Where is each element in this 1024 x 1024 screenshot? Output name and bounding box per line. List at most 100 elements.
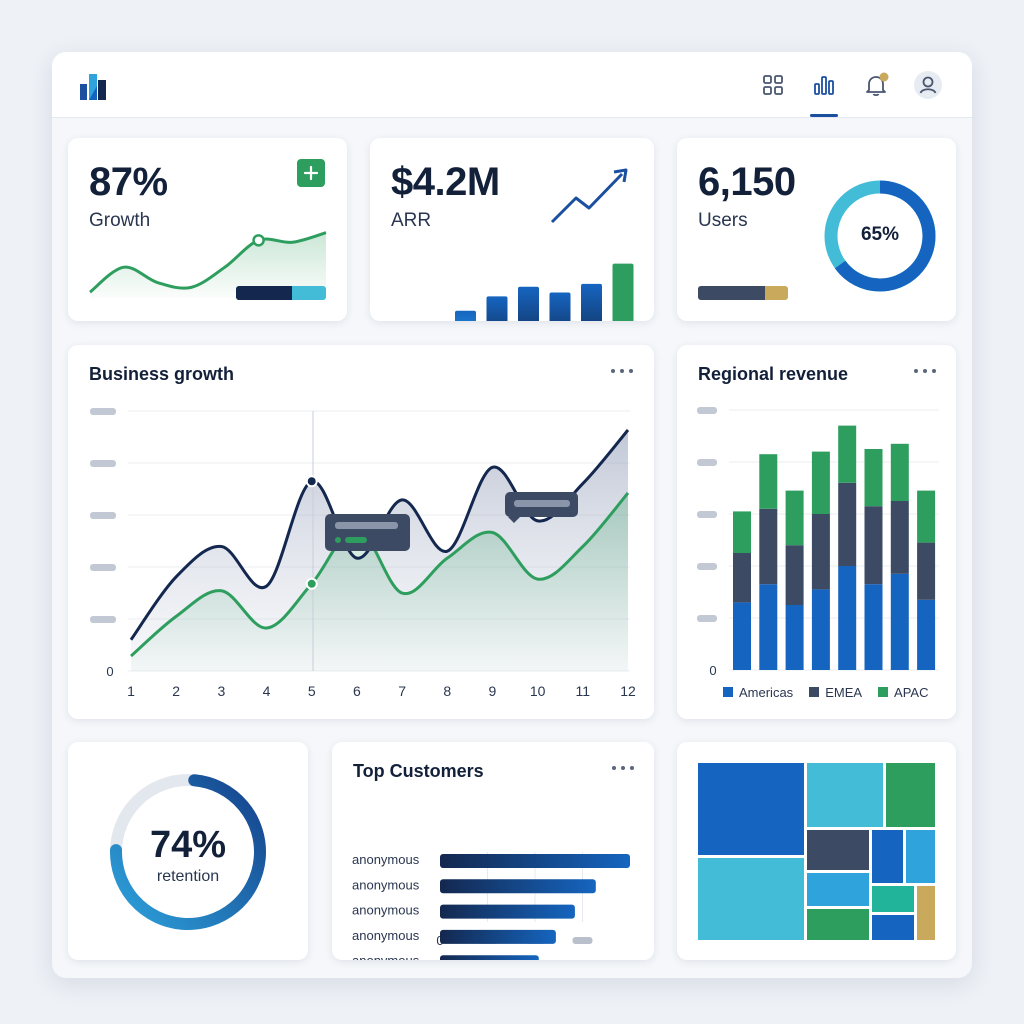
growth-point-marker bbox=[252, 234, 265, 247]
top-bar bbox=[52, 52, 972, 118]
bar-segment-apac bbox=[838, 425, 857, 483]
customer-bar bbox=[440, 879, 596, 894]
arr-bar bbox=[549, 292, 571, 321]
top-customers-title: Top Customers bbox=[353, 761, 484, 781]
growth-progress-fill bbox=[236, 286, 292, 300]
customer-bar bbox=[440, 854, 630, 868]
bar-segment-americas bbox=[785, 605, 804, 670]
more-horizontal-icon[interactable] bbox=[609, 361, 635, 379]
bar-segment-emea bbox=[864, 506, 883, 585]
arr-bar bbox=[486, 296, 508, 321]
x-tick-label-placeholder bbox=[572, 937, 593, 944]
plus-icon[interactable] bbox=[297, 159, 325, 187]
treemap-card bbox=[677, 742, 956, 960]
y-tick-label-placeholder bbox=[697, 563, 717, 570]
legend-swatch-americas bbox=[723, 687, 733, 697]
bar-segment-apac bbox=[811, 451, 830, 514]
x-tick-label: 3 bbox=[217, 683, 225, 699]
bar-segment-apac bbox=[890, 443, 909, 501]
growth-kpi-card: 87% Growth bbox=[68, 138, 347, 321]
treemap-tile bbox=[807, 873, 869, 906]
users-donut-value: 65% bbox=[860, 224, 900, 245]
y-tick-label: 0 bbox=[709, 663, 716, 678]
customer-label: anonymous bbox=[352, 877, 420, 892]
bar-segment-apac bbox=[864, 449, 883, 507]
x-tick-label: 8 bbox=[443, 683, 451, 699]
arr-bar bbox=[581, 283, 602, 321]
bell-icon[interactable] bbox=[861, 70, 891, 100]
bar-segment-emea bbox=[733, 553, 751, 603]
x-tick-label: 11 bbox=[576, 683, 591, 699]
arr-bar bbox=[612, 263, 634, 321]
y-tick-label-placeholder bbox=[90, 564, 116, 571]
x-tick-label: 10 bbox=[530, 683, 546, 699]
customer-bar bbox=[440, 955, 539, 960]
treemap-tile bbox=[872, 886, 914, 912]
users-label: Users bbox=[698, 210, 748, 231]
bar-segment-americas bbox=[811, 589, 830, 670]
regional-revenue-card: Regional revenue 0 Americas EMEA APAC bbox=[677, 345, 956, 719]
retention-label: retention bbox=[156, 868, 220, 885]
y-tick-label-placeholder bbox=[697, 511, 717, 518]
user-icon[interactable] bbox=[913, 70, 943, 100]
arr-bar bbox=[455, 310, 476, 321]
users-kpi-card: 6,150 Users 65% bbox=[677, 138, 956, 321]
growth-label: Growth bbox=[89, 210, 151, 231]
more-horizontal-icon[interactable] bbox=[610, 758, 636, 776]
dashboard-window: 87% Growth $4.2M ARR bbox=[52, 52, 972, 978]
retention-gauge bbox=[110, 774, 266, 930]
business-growth-title: Business growth bbox=[89, 364, 235, 384]
growth-sparkline bbox=[89, 231, 327, 298]
retention-value: 74% bbox=[149, 824, 227, 866]
retention-card: 74% retention bbox=[68, 742, 308, 960]
treemap-chart bbox=[698, 763, 935, 940]
hover-point-navy bbox=[305, 475, 318, 488]
x-tick-label: 1 bbox=[127, 683, 135, 699]
trend-up-arrow-icon bbox=[550, 168, 628, 224]
bar-chart-icon[interactable] bbox=[809, 70, 839, 100]
hover-point-green bbox=[305, 577, 318, 590]
treemap-tile bbox=[807, 909, 869, 940]
y-tick-label-placeholder bbox=[90, 616, 116, 623]
arr-bar-chart bbox=[455, 168, 634, 321]
tooltip-month-5 bbox=[325, 514, 410, 551]
grid-icon[interactable] bbox=[758, 70, 788, 100]
more-horizontal-icon[interactable] bbox=[912, 361, 938, 379]
bar-segment-apac bbox=[785, 490, 804, 546]
treemap-tile bbox=[917, 886, 935, 940]
retention-arc bbox=[110, 774, 266, 930]
bar-segment-emea bbox=[759, 508, 778, 585]
treemap-tile bbox=[698, 858, 804, 940]
treemap-tile bbox=[807, 763, 883, 827]
customer-label: anonymous bbox=[352, 953, 420, 960]
users-donut bbox=[824, 180, 936, 292]
app-logo-icon[interactable] bbox=[78, 70, 110, 102]
bar-segment-americas bbox=[890, 573, 909, 670]
business-growth-chart: 0 1 2 3 4 5 6 7 8 9 10 11 12 bbox=[90, 408, 636, 699]
treemap-tile bbox=[906, 830, 935, 883]
bar-segment-emea bbox=[785, 545, 804, 605]
arr-value: $4.2M bbox=[391, 160, 500, 204]
growth-area bbox=[90, 232, 326, 298]
arr-kpi-card: $4.2M ARR bbox=[370, 138, 654, 321]
business-growth-card: Business growth 0 bbox=[68, 345, 654, 719]
arr-label: ARR bbox=[391, 210, 432, 231]
bar-segment-apac bbox=[759, 454, 778, 509]
growth-line bbox=[89, 231, 327, 294]
tooltip-month-9 bbox=[505, 492, 578, 523]
customer-label: anonymous bbox=[352, 928, 420, 943]
x-tick-label: 9 bbox=[489, 683, 497, 699]
bar-segment-americas bbox=[864, 584, 883, 670]
notification-badge bbox=[879, 72, 889, 82]
bar-segment-emea bbox=[917, 542, 936, 600]
bar-segment-americas bbox=[838, 566, 857, 670]
arr-bar bbox=[518, 286, 539, 321]
x-tick-label: 6 bbox=[353, 683, 361, 699]
x-tick-label: 7 bbox=[398, 683, 406, 699]
y-tick-label-placeholder bbox=[697, 615, 717, 622]
growth-value: 87% bbox=[89, 160, 168, 204]
treemap-tile bbox=[872, 830, 903, 883]
legend-label-apac: APAC bbox=[894, 684, 929, 700]
x-tick-label: 5 bbox=[308, 683, 316, 699]
bar-segment-emea bbox=[838, 482, 857, 566]
